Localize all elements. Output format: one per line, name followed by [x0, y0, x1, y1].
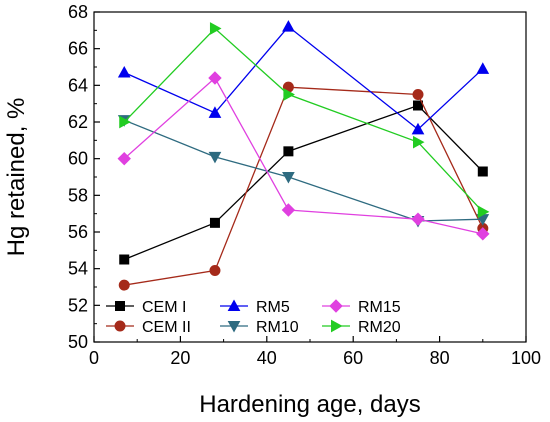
- x-tick-label: 80: [430, 348, 450, 368]
- legend-label: RM20: [358, 319, 401, 336]
- data-point: [208, 151, 222, 164]
- x-tick-label: 40: [257, 348, 277, 368]
- series-rm10: [117, 115, 490, 228]
- y-tick-label: 50: [68, 332, 88, 352]
- legend-marker: [331, 319, 343, 333]
- legend-marker: [329, 299, 343, 313]
- data-point: [412, 89, 424, 100]
- data-point: [117, 151, 131, 166]
- y-tick-label: 56: [68, 222, 88, 242]
- y-tick-label: 54: [68, 259, 88, 279]
- x-tick-label: 20: [170, 348, 190, 368]
- legend-item: RM20: [322, 319, 401, 336]
- series-line: [124, 86, 484, 286]
- legend-label: RM15: [358, 299, 401, 316]
- series-rm5: [117, 20, 490, 135]
- data-point: [209, 265, 221, 276]
- data-point: [413, 100, 423, 111]
- y-tick-label: 60: [68, 149, 88, 169]
- series-line: [123, 25, 484, 131]
- data-point: [477, 166, 488, 177]
- x-axis-title: Hardening age, days: [199, 391, 420, 418]
- series-line: [123, 27, 484, 213]
- series-rm20: [119, 22, 490, 219]
- data-point: [411, 122, 425, 135]
- x-tick-label: 0: [89, 348, 99, 368]
- legend-item: RM5: [220, 299, 290, 316]
- data-point: [281, 203, 296, 217]
- legend-marker: [227, 321, 241, 333]
- data-point: [476, 62, 490, 74]
- series-line: [123, 119, 483, 222]
- y-axis-ticks: 50 52 54 56 58 60 62 64 66 68: [68, 2, 100, 352]
- data-point: [282, 172, 295, 184]
- legend: CEM I CEM II RM5 RM10 RM15 RM20: [106, 299, 401, 336]
- y-tick-label: 52: [68, 295, 88, 315]
- series-cem-ii: [118, 81, 489, 291]
- data-point: [208, 71, 222, 85]
- data-point: [209, 22, 222, 35]
- legend-marker: [227, 299, 241, 311]
- data-point: [282, 20, 295, 32]
- y-tick-label: 64: [68, 75, 88, 95]
- data-point: [413, 135, 425, 149]
- y-tick-label: 58: [68, 185, 88, 205]
- legend-label: CEM I: [142, 299, 186, 316]
- y-tick-label: 68: [68, 2, 88, 22]
- legend-item: RM10: [220, 319, 299, 336]
- x-tick-label: 60: [343, 348, 363, 368]
- data-point: [208, 106, 222, 118]
- data-point: [118, 279, 130, 291]
- y-tick-label: 62: [68, 112, 88, 132]
- data-point: [119, 254, 130, 265]
- legend-label: CEM II: [142, 319, 191, 336]
- legend-marker: [114, 320, 126, 332]
- data-point: [283, 88, 295, 101]
- legend-item: RM15: [322, 299, 401, 316]
- y-tick-label: 66: [68, 39, 88, 59]
- x-axis-ticks: 0 20 40 60 80 100: [89, 336, 541, 368]
- legend-marker: [115, 301, 125, 311]
- data-point: [411, 212, 425, 226]
- data-point: [283, 146, 294, 157]
- legend-label: RM10: [256, 319, 299, 336]
- data-point: [477, 205, 490, 219]
- data-point: [119, 115, 131, 129]
- data-point: [476, 227, 490, 241]
- x-tick-label: 100: [511, 348, 541, 368]
- series-rm15: [117, 71, 490, 241]
- series-layer: [117, 20, 490, 291]
- legend-item: CEM II: [106, 319, 191, 336]
- legend-label: RM5: [256, 299, 290, 316]
- data-point: [209, 217, 220, 228]
- data-point: [117, 65, 131, 78]
- legend-item: CEM I: [106, 299, 186, 316]
- series-cem-i: [119, 100, 488, 265]
- plot-area: [93, 11, 527, 343]
- y-axis-title: Hg retained, %: [3, 98, 30, 257]
- series-line: [123, 76, 483, 235]
